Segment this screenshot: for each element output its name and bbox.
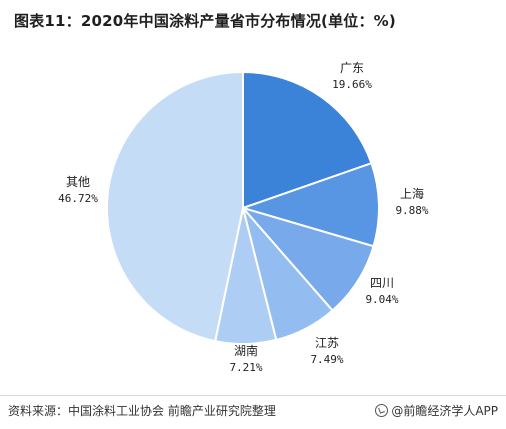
brand-logo-icon: [375, 404, 389, 417]
slice-label-3: 江苏: [315, 336, 339, 350]
pie-slice-5: [106, 70, 244, 343]
pie-labels: 广东 19.66% 上海 9.88% 四川 9.04% 江苏 7.49% 湖南 7.21% 其他 46…: [58, 61, 429, 374]
slice-value-4: 7.21%: [229, 361, 262, 374]
slice-value-0: 19.66%: [332, 78, 372, 91]
footer-divider: [0, 395, 506, 396]
brand-credit: @前瞻经济学人APP: [375, 402, 498, 419]
slice-label-4: 湖南: [234, 343, 258, 358]
pie-slices: [106, 70, 380, 345]
slice-value-1: 9.88%: [395, 204, 428, 217]
pie-slice-1: [239, 161, 380, 248]
brand-text: @前瞻经济学人APP: [391, 404, 498, 418]
source-note: 资料来源：中国涂料工业协会 前瞻产业研究院整理: [8, 404, 276, 418]
chart-title: 图表11：2020年中国涂料产量省市分布情况(单位：%): [14, 12, 396, 30]
slice-value-2: 9.04%: [365, 293, 398, 306]
slice-label-5: 其他: [66, 175, 90, 189]
slice-label-0: 广东: [340, 61, 364, 75]
slice-value-3: 7.49%: [310, 353, 343, 366]
slice-label-2: 四川: [370, 276, 394, 290]
slice-label-1: 上海: [400, 186, 424, 201]
slice-value-5: 46.72%: [58, 192, 98, 205]
